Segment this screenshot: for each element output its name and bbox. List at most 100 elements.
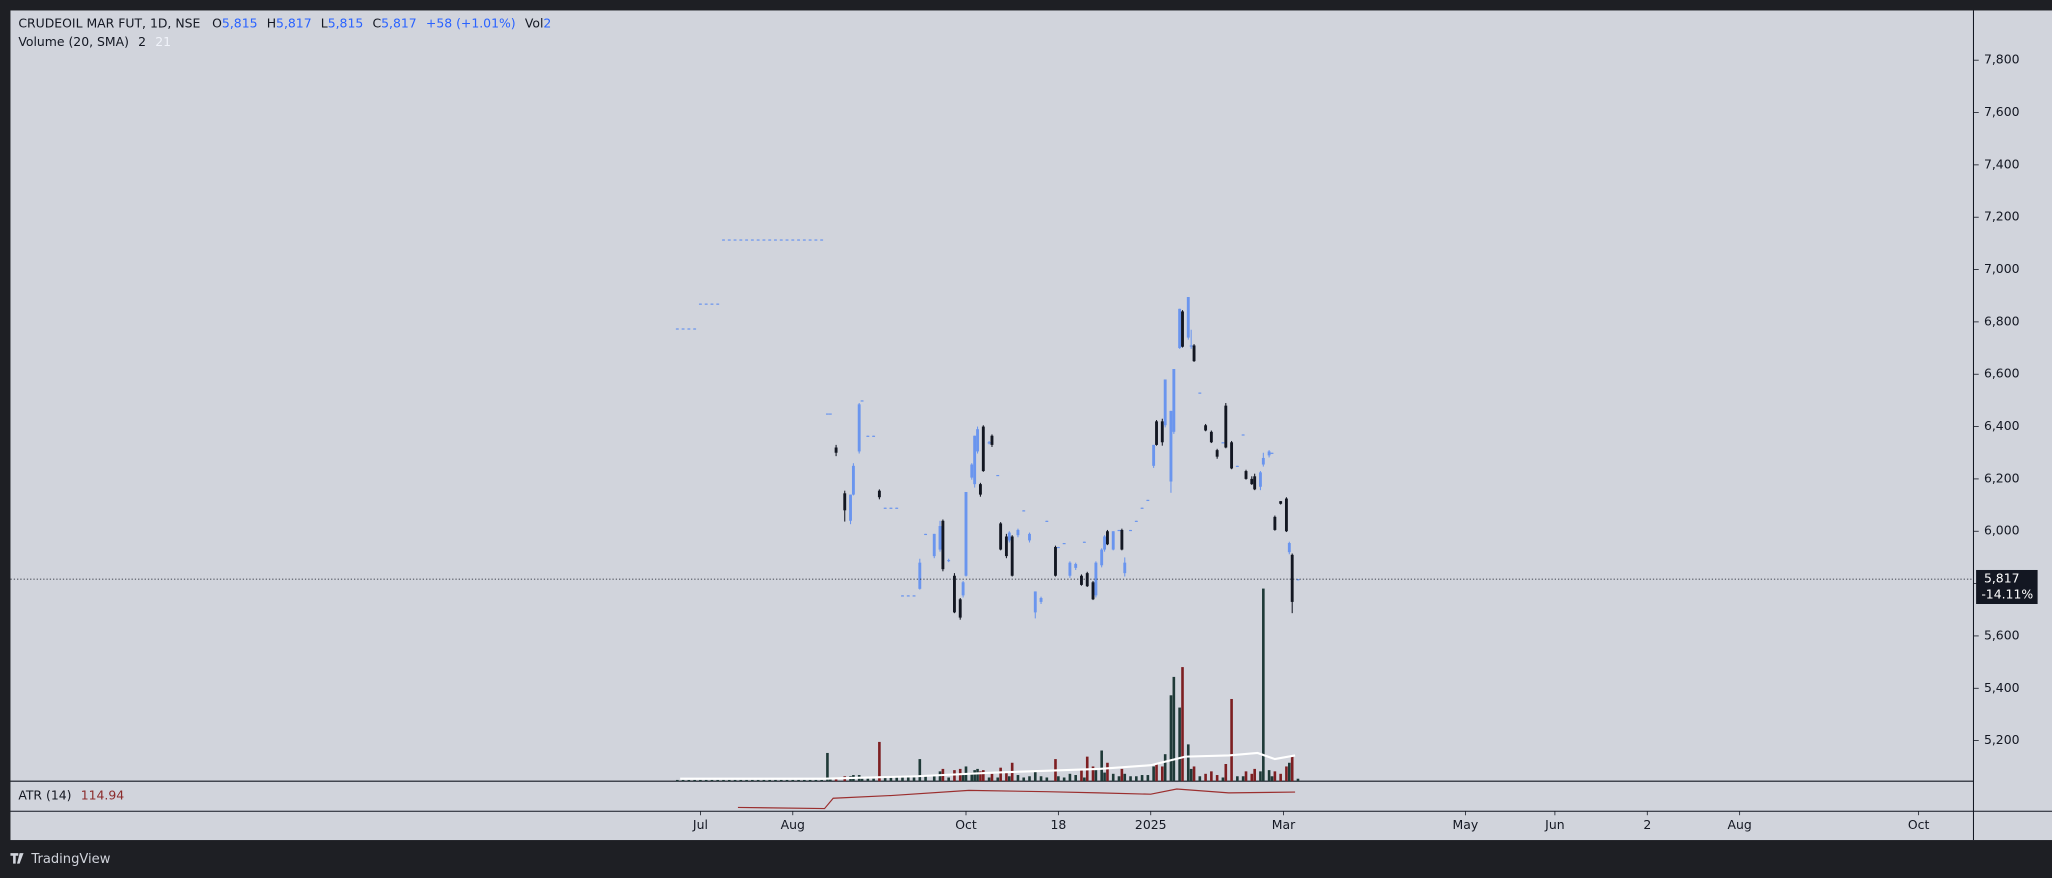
- candle-body: [1123, 562, 1127, 574]
- volume-bar: [961, 773, 965, 782]
- y-tick-label: 7,400: [1984, 156, 2020, 171]
- volume-bar: [970, 772, 974, 782]
- volume-bar: [779, 779, 783, 782]
- y-tick-label: 6,000: [1984, 523, 2020, 538]
- candle-body: [978, 484, 982, 495]
- volume-bar: [979, 771, 982, 782]
- candle-body: [1181, 311, 1184, 347]
- volume-label[interactable]: Volume (20, SMA): [18, 33, 129, 48]
- volume-bar: [901, 777, 904, 782]
- x-tick-label: Jul: [692, 817, 708, 832]
- candle-body: [883, 507, 887, 509]
- candle-body: [1189, 345, 1193, 347]
- candle-body: [797, 239, 800, 241]
- candle-body: [1169, 410, 1173, 482]
- volume-bar: [1083, 777, 1086, 782]
- candle-body: [973, 435, 977, 485]
- atr-label[interactable]: ATR (14): [18, 787, 71, 802]
- candle-body: [849, 494, 852, 521]
- volume-bar: [1215, 775, 1219, 782]
- volume-bar: [1198, 776, 1202, 782]
- legend-value: 5,815: [222, 15, 258, 30]
- volume-bar: [808, 779, 812, 782]
- candle-body: [1192, 345, 1196, 362]
- candle-body: [1056, 546, 1060, 549]
- candle-body: [1261, 457, 1265, 465]
- candle-body: [814, 239, 818, 241]
- candle-body: [1178, 308, 1182, 349]
- volume-bar: [976, 768, 979, 782]
- candle-body: [1120, 529, 1124, 550]
- legend: CRUDEOIL MAR FUT, 1D, NSE O5,815 H5,817 …: [18, 15, 551, 30]
- volume-bar: [745, 779, 748, 782]
- candle-body: [932, 533, 936, 557]
- volume-bar: [1091, 766, 1095, 782]
- volume-bar: [1241, 776, 1245, 782]
- atr-value: 114.94: [81, 787, 125, 802]
- symbol[interactable]: CRUDEOIL MAR FUT, 1D, NSE: [18, 15, 200, 30]
- candle-body: [1204, 425, 1208, 431]
- candle-body: [745, 239, 749, 241]
- x-tick-label: Oct: [955, 817, 977, 832]
- x-tick-label: Oct: [1908, 817, 1930, 832]
- candle-body: [756, 239, 760, 241]
- volume-bar: [820, 779, 823, 782]
- volume-bar: [895, 777, 899, 782]
- candle-body: [1244, 471, 1248, 479]
- candle-body: [924, 533, 928, 536]
- volume-bar: [1103, 772, 1106, 782]
- volume-bar: [1117, 776, 1121, 782]
- volume-bar: [1100, 750, 1103, 782]
- volume-bar: [785, 779, 789, 782]
- volume-bar: [866, 778, 870, 782]
- y-tick-label: 6,400: [1984, 418, 2020, 433]
- volume-bar: [1244, 771, 1248, 782]
- candle-body: [1287, 543, 1291, 553]
- candle-body: [675, 328, 679, 330]
- candle-body: [1290, 554, 1294, 602]
- y-tick-label: 6,600: [1984, 366, 2020, 381]
- candle-body: [1267, 451, 1271, 456]
- y-tick-label: 6,200: [1984, 470, 2020, 485]
- candle-body: [1016, 529, 1020, 536]
- candle-body: [1186, 297, 1190, 338]
- volume-bar: [681, 779, 685, 782]
- volume-bar: [883, 777, 887, 782]
- volume-bar: [762, 779, 766, 782]
- candle-body: [851, 465, 855, 495]
- candle-body: [1022, 510, 1026, 512]
- x-tick-label: Aug: [1728, 817, 1752, 832]
- volume-bar: [1290, 756, 1294, 782]
- candle-body: [762, 239, 766, 241]
- candle-body: [1028, 533, 1031, 541]
- volume-bar: [1120, 768, 1124, 782]
- volume-bar: [1007, 776, 1011, 782]
- candle-body: [918, 562, 922, 589]
- candle-body: [857, 404, 861, 452]
- candle-body: [1152, 444, 1156, 466]
- candle-body: [866, 435, 870, 437]
- candle-body: [1259, 472, 1262, 487]
- volume-bar: [987, 777, 991, 782]
- volume-bar: [924, 776, 927, 782]
- volume-bar: [1129, 776, 1132, 782]
- volume-bar: [872, 778, 875, 782]
- brand[interactable]: TradingView: [10, 852, 111, 867]
- volume-bar: [1005, 772, 1008, 782]
- candle-body: [1074, 563, 1078, 568]
- volume-bar: [1250, 773, 1254, 782]
- volume-bar: [996, 777, 1000, 782]
- volume-bar: [1146, 775, 1150, 782]
- x-tick-label: May: [1453, 817, 1479, 832]
- candle-body: [947, 560, 951, 562]
- candle-body: [774, 239, 777, 241]
- volume-bar: [953, 770, 956, 782]
- volume-bar: [1160, 766, 1164, 782]
- candle-body: [1235, 465, 1239, 468]
- candle-body: [828, 413, 832, 415]
- y-tick-label: 7,200: [1984, 209, 2020, 224]
- volume-bar: [990, 773, 994, 782]
- candle-body: [877, 490, 881, 498]
- volume-bar: [1094, 770, 1098, 782]
- candle-body: [834, 447, 838, 453]
